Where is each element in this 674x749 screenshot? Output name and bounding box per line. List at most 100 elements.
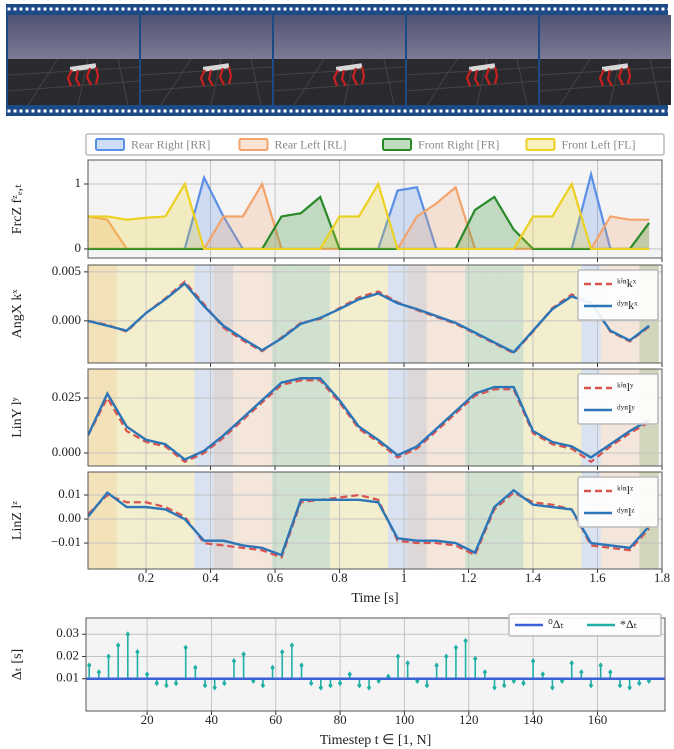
- plot-area: [88, 369, 662, 466]
- contact-band: [97, 265, 118, 363]
- contact-band: [503, 265, 524, 363]
- contact-band: [562, 369, 582, 466]
- y-tick-label: 0.02: [56, 647, 79, 662]
- plot-background: [88, 472, 662, 569]
- stem-marker: [308, 680, 314, 687]
- contact-band: [252, 369, 272, 466]
- legend-label: Rear Right [RR]: [131, 137, 210, 151]
- legend: Rear Right [RR] Rear Left [RL] Front Right…: [85, 133, 665, 156]
- stem-marker: [405, 660, 410, 667]
- legend-label: Front Left [FL]: [562, 137, 636, 151]
- contact-band: [155, 265, 176, 363]
- stem-marker: [337, 680, 343, 687]
- stem-marker: [251, 677, 256, 684]
- contact-band: [194, 369, 214, 466]
- contact-band: [484, 472, 504, 569]
- chart: 0.000 0.005 AngX kˣ ᵏⁱⁿkˣ ᵈʸⁿkˣ: [10, 263, 663, 367]
- legend: ᵏⁱⁿkˣ ᵈʸⁿkˣ: [577, 269, 659, 321]
- y-tick-label: 0.025: [52, 389, 81, 404]
- y-tick-label: 0.01: [56, 670, 79, 685]
- stem-marker: [444, 653, 449, 660]
- contact-band: [465, 472, 485, 569]
- contact-band: [407, 472, 427, 569]
- contact-band: [175, 265, 195, 363]
- stem-marker: [154, 680, 159, 687]
- contact-band: [387, 369, 408, 466]
- area-fill: [88, 184, 650, 249]
- stem-marker: [173, 680, 179, 687]
- series-line: [88, 379, 650, 464]
- filmstrip: [6, 4, 673, 116]
- contact-band: [88, 369, 98, 466]
- chart: 0 1 FrcZ fᶻₑ,ₜ Rear Right [RR] Rear Left [RL…: [10, 133, 665, 262]
- stem-marker: [501, 682, 507, 689]
- stem-marker: [473, 655, 478, 662]
- contact-band: [368, 472, 388, 569]
- contact-band: [213, 265, 234, 363]
- legend-swatch: [95, 138, 125, 151]
- contact-band: [503, 472, 524, 569]
- contact-band: [368, 369, 388, 466]
- stem-marker: [193, 664, 198, 671]
- contact-band: [155, 369, 176, 466]
- y-axis-label: LinY lʸ: [10, 396, 25, 437]
- contact-band: [117, 369, 137, 466]
- stem-marker: [395, 653, 401, 660]
- series-line: [88, 488, 650, 557]
- stem-marker: [357, 682, 362, 689]
- contact-band: [310, 265, 330, 363]
- y-tick-label: 0.03: [56, 625, 79, 640]
- stem-marker: [115, 642, 121, 649]
- x-axis-label: Timestep t ∈ [1, N]: [320, 733, 432, 748]
- contact-band: [117, 472, 137, 569]
- contact-band: [562, 265, 582, 363]
- contact-band: [368, 265, 388, 363]
- stem-marker: [125, 631, 131, 638]
- stem-marker: [521, 680, 526, 687]
- contact-band: [542, 265, 563, 363]
- legend-label: ᵈʸⁿlᶻ: [617, 505, 635, 519]
- stem-marker: [463, 637, 468, 644]
- contact-band: [407, 265, 427, 363]
- legend-box: [577, 476, 659, 528]
- contact-band: [465, 265, 485, 363]
- contact-band: [155, 472, 176, 569]
- contact-band: [445, 472, 466, 569]
- contact-band: [291, 265, 311, 363]
- stem-marker: [627, 684, 632, 691]
- series-line: [88, 281, 650, 354]
- legend-label: ᵈʸⁿkˣ: [617, 298, 638, 312]
- contact-band: [88, 265, 98, 363]
- contact-band: [233, 472, 253, 569]
- contact-band: [252, 265, 272, 363]
- stem-marker: [492, 684, 497, 691]
- stem-marker: [164, 682, 169, 689]
- x-tick-label: 120: [459, 712, 479, 727]
- x-tick-label: 40: [205, 712, 218, 727]
- x-tick-label: 1.4: [525, 570, 542, 585]
- y-tick-label: 0.00: [58, 510, 81, 525]
- stem-marker: [241, 651, 246, 658]
- plot-area: [88, 160, 662, 258]
- stem-marker: [299, 662, 304, 669]
- x-tick-label: 20: [141, 712, 154, 727]
- contact-band: [503, 369, 524, 466]
- contact-band: [349, 472, 369, 569]
- contact-band: [88, 472, 98, 569]
- plot-background: [88, 369, 662, 466]
- contact-band: [233, 265, 253, 363]
- stem-marker: [550, 684, 555, 691]
- stem-marker: [280, 649, 285, 656]
- contact-band: [484, 369, 504, 466]
- contact-band: [213, 265, 234, 363]
- x-tick-label: 0.6: [267, 570, 284, 585]
- x-tick-label: 1: [401, 570, 408, 585]
- contact-band: [426, 472, 446, 569]
- x-tick-label: 0.2: [138, 570, 154, 585]
- stem-marker: [424, 682, 430, 689]
- legend-label: ᵏⁱⁿlʸ: [617, 380, 634, 394]
- stem-marker: [569, 660, 574, 667]
- stem-marker: [87, 662, 92, 669]
- legend-swatch: [525, 138, 556, 151]
